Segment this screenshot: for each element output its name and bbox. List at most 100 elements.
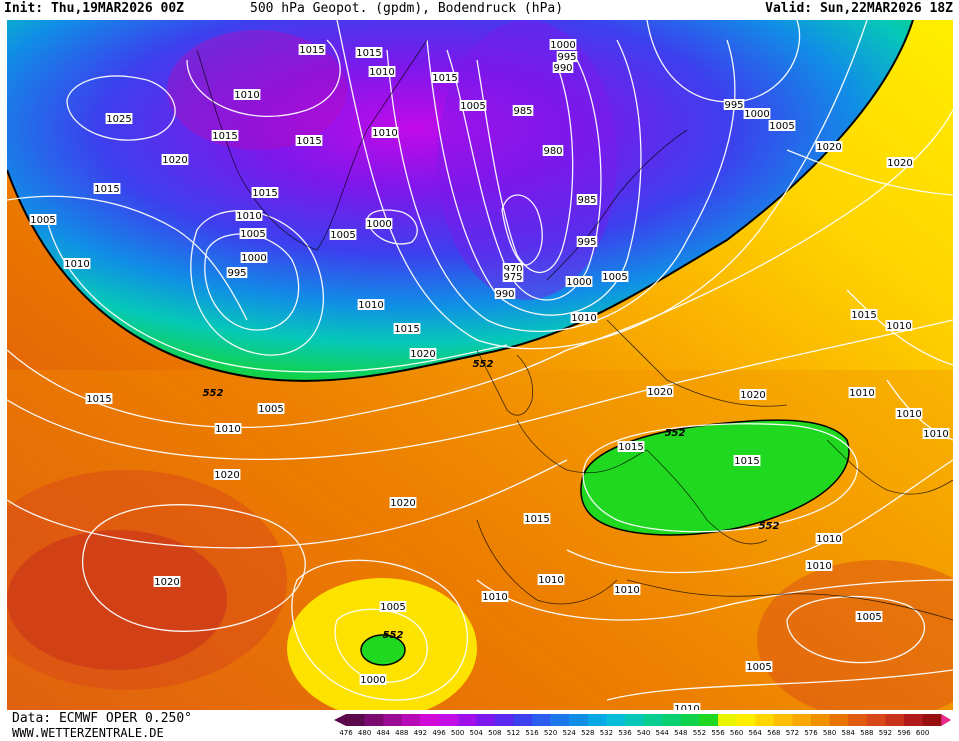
isobar-label: 980 — [543, 146, 562, 157]
isobar-label: 1010 — [923, 429, 948, 440]
isobar-label: 1005 — [460, 101, 485, 112]
legend-level-label: 544 — [655, 729, 669, 737]
isobar-label: 1005 — [258, 404, 283, 415]
isobar-label: 1015 — [299, 45, 324, 56]
legend-swatch — [587, 714, 607, 726]
contour-552-north — [7, 20, 914, 382]
isobar-label: 970 — [503, 264, 522, 275]
weather-map: 1015 1015 1010 1015 1000 995 990 1010 1025 1015 10… — [7, 20, 953, 710]
isobar-label: 1005 — [330, 230, 355, 241]
legend-level-label: 572 — [785, 729, 800, 737]
legend-swatch — [625, 714, 644, 726]
contour-552-label: 552 — [383, 630, 404, 641]
legend-level-label: 592 — [878, 729, 893, 737]
legend-level-label: 588 — [860, 729, 874, 737]
isobar-label: 1015 — [851, 310, 876, 321]
legend-level-label: 532 — [599, 729, 614, 737]
legend-level-label: 568 — [767, 729, 781, 737]
isobar-label: 1005 — [240, 229, 265, 240]
isobar-label-box — [576, 236, 598, 247]
isobar-label-box — [431, 72, 459, 83]
legend-swatch — [811, 714, 830, 726]
map-canvas — [7, 20, 953, 710]
legend-level-label: 520 — [543, 729, 558, 737]
se-ridge — [757, 560, 953, 710]
polar-trough — [7, 20, 913, 381]
isobar-label-box — [745, 661, 773, 672]
isobar-label-box — [240, 252, 268, 263]
isobar-label-box — [895, 408, 923, 419]
isobar-label: 1010 — [372, 128, 397, 139]
isobar-label-box — [226, 267, 248, 278]
isobar-label-box — [251, 187, 279, 198]
isobar-label: 1005 — [856, 612, 881, 623]
legend-labels: 476 480 484 488 492 496 500 504 508 512 516 520 524 5… — [338, 729, 952, 740]
isobar-label-box — [295, 135, 323, 146]
isobar-label-box — [576, 194, 598, 205]
isobar-label-box — [565, 276, 593, 287]
isobar-label: 1000 — [366, 219, 391, 230]
isobar-label: 1015 — [212, 131, 237, 142]
isobar-label-box — [739, 389, 767, 400]
isobar-label: 1010 — [571, 313, 596, 324]
isobar-label-box — [523, 513, 551, 524]
contour-552-label: 552 — [759, 521, 780, 532]
isobar-label: 1020 — [647, 387, 672, 398]
isobar-label-box — [542, 145, 564, 156]
legend-level-label: 512 — [506, 729, 521, 737]
subtropical-ridge — [7, 470, 287, 690]
isobar-label-box — [161, 154, 189, 165]
legend-level-label: 516 — [525, 729, 539, 737]
isobar-label: 1010 — [849, 388, 874, 399]
isobar-label: 1015 — [394, 324, 419, 335]
valid-time: Valid: Sun,22MAR2026 18Z — [765, 1, 953, 16]
legend-level-label: 500 — [450, 729, 465, 737]
legend-swatch — [401, 714, 421, 726]
legend-level-label: 492 — [413, 729, 428, 737]
isobar-label-box — [85, 393, 113, 404]
isobar-label: 1020 — [740, 390, 765, 401]
isobar-label: 1010 — [369, 67, 394, 78]
contour-552-label: 552 — [665, 428, 686, 439]
isobar-label-box — [257, 403, 285, 414]
legend-swatch — [885, 714, 905, 726]
isobar-label-box — [512, 105, 534, 116]
isobar-label-box — [233, 89, 261, 100]
isobar-label: 1000 — [744, 109, 769, 120]
isobar-label-box — [601, 271, 629, 282]
legend-level-label: 556 — [711, 729, 725, 737]
isobar-label: 1020 — [154, 577, 179, 588]
legend-level-label: 476 — [339, 729, 353, 737]
isobar-label-box — [365, 218, 393, 229]
isobar-label-box — [617, 441, 645, 452]
legend-level-label: 480 — [357, 729, 372, 737]
color-legend — [334, 714, 952, 726]
isobar-label-box — [211, 130, 239, 141]
legend-swatch — [606, 714, 626, 726]
isobar-label: 1000 — [360, 675, 385, 686]
isobar-label-box — [815, 141, 843, 152]
isobar-label: 1005 — [380, 602, 405, 613]
legend-level-label: 564 — [748, 729, 762, 737]
legend-swatch — [829, 714, 849, 726]
isobar-label-box — [389, 497, 417, 508]
legend-swatch — [550, 714, 570, 726]
isobar-label-box — [502, 263, 524, 274]
isobar-label: 995 — [724, 100, 743, 111]
isobar-label: 1015 — [356, 48, 381, 59]
legend-level-label: 596 — [897, 729, 911, 737]
legend-swatch — [439, 714, 458, 726]
isobar-label: 1010 — [215, 424, 240, 435]
legend-level-label: 484 — [376, 729, 390, 737]
isobar-label: 1000 — [566, 277, 591, 288]
isobar-label-box — [552, 62, 574, 73]
isobar-label-box — [29, 214, 57, 225]
isobar-label-box — [355, 47, 383, 58]
isobar-label-box — [570, 312, 598, 323]
legend-level-label: 504 — [469, 729, 483, 737]
isobar-label-box — [393, 323, 421, 334]
isobar-label: 1010 — [538, 575, 563, 586]
isobar-label-box — [805, 560, 833, 571]
isobar-label-box — [235, 210, 263, 221]
legend-level-label: 524 — [562, 729, 576, 737]
